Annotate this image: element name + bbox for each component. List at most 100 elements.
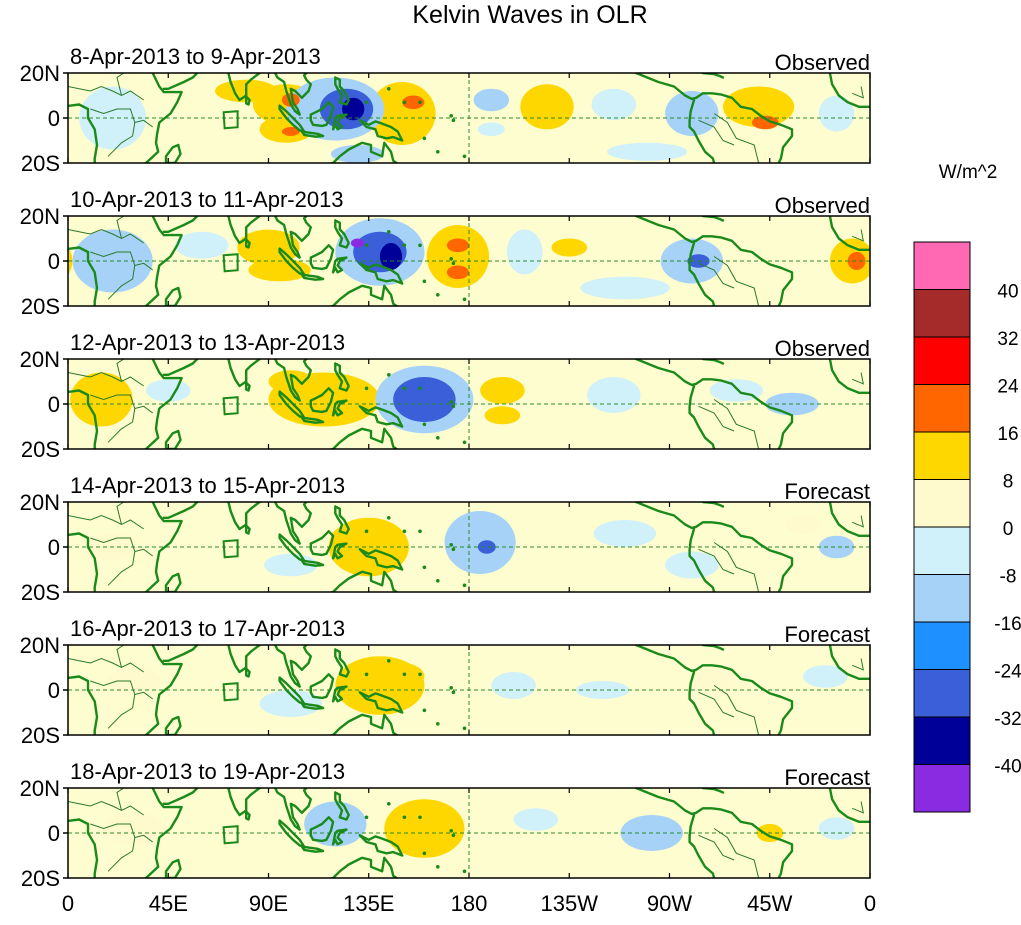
coastlines: [68, 788, 870, 878]
coastline: [309, 530, 335, 557]
olr-anomaly-cell: [803, 665, 848, 688]
country-border: [116, 73, 124, 96]
coastline: [688, 241, 716, 306]
country-border: [90, 823, 136, 872]
country-border: [713, 256, 760, 306]
coastline: [300, 702, 325, 710]
country-border: [698, 834, 735, 861]
olr-anomaly-cell: [444, 511, 516, 574]
island: [462, 869, 467, 874]
colorbar-label: 40: [997, 282, 1018, 303]
island: [364, 100, 369, 105]
olr-anomaly-cell: [593, 520, 657, 547]
country-border: [134, 834, 153, 843]
coastline: [164, 572, 182, 592]
y-tick-label: 20S: [21, 723, 60, 748]
island: [422, 279, 427, 284]
island: [387, 802, 391, 806]
coastline: [162, 73, 199, 90]
island: [364, 672, 369, 677]
coastlines: [68, 216, 870, 306]
x-axis: 0 45E 90E 135E 180 135W 90W 45W 0: [62, 891, 876, 916]
colorbar-swatch: [913, 241, 971, 290]
y-tick-label: 20N: [20, 347, 60, 372]
colorbar-swatch: [913, 526, 971, 575]
coastline: [309, 244, 335, 271]
coastline: [68, 532, 99, 592]
coastline: [334, 791, 350, 821]
coastline: [68, 389, 99, 449]
coastline: [273, 359, 312, 402]
island: [462, 583, 467, 588]
coastline: [334, 219, 350, 249]
colorbar-label: -32: [994, 709, 1021, 730]
panel-date: 16-Apr-2013 to 17-Apr-2013: [70, 616, 345, 641]
coastline: [300, 416, 325, 424]
map-panel-1: 20N 0 20S 8-Apr-2013 to 9-Apr-2013 Observed: [20, 44, 871, 176]
coastline: [68, 246, 99, 306]
coastline: [245, 238, 251, 249]
island: [462, 154, 467, 159]
olr-anomaly-cell: [691, 667, 737, 695]
coastline: [273, 645, 312, 688]
colorbar-swatch: [913, 669, 971, 718]
olr-anomaly-cell: [751, 115, 779, 130]
coastline: [334, 648, 350, 678]
coastline: [327, 713, 399, 735]
country-border: [698, 691, 735, 718]
olr-anomaly-cell: [426, 225, 490, 288]
island: [422, 422, 427, 427]
coastline: [144, 359, 183, 449]
panel-date: 18-Apr-2013 to 19-Apr-2013: [70, 759, 345, 784]
olr-anomaly-cell: [818, 95, 855, 132]
map-panel-2: 20N 0 20S 10-Apr-2013 to 11-Apr-2013 Observe…: [20, 187, 871, 319]
coastline: [334, 505, 350, 535]
coastline: [162, 788, 199, 805]
y-tick-label: 20S: [21, 437, 60, 462]
coastline: [688, 98, 716, 163]
coastline: [164, 286, 182, 306]
coastline: [245, 810, 251, 821]
island: [449, 686, 454, 690]
panel-status-label: Forecast: [784, 765, 870, 790]
island: [462, 440, 467, 445]
coastline: [226, 502, 262, 531]
olr-anomaly-cell: [818, 535, 855, 559]
country-border: [116, 216, 124, 239]
island: [449, 114, 454, 118]
coastline: [144, 645, 183, 735]
colorbar-label: -24: [994, 662, 1021, 683]
colorbar-swatch: [913, 716, 971, 765]
colorbar-swatch: [913, 384, 971, 433]
country-border: [68, 371, 144, 387]
island: [436, 150, 440, 154]
coastline: [245, 381, 251, 392]
country-border: [698, 119, 735, 146]
island-box: [222, 539, 239, 559]
coastline: [300, 273, 325, 281]
island: [402, 815, 407, 820]
panel-status-label: Observed: [775, 50, 870, 75]
colorbar-label: 32: [997, 329, 1018, 350]
coastline: [327, 856, 399, 878]
olr-anomaly-cell: [520, 84, 574, 130]
colorbar-units: W/m^2: [939, 162, 998, 183]
coastline: [634, 359, 794, 449]
country-border: [852, 86, 864, 99]
coastline: [300, 559, 325, 567]
olr-anomaly-cell: [580, 276, 670, 300]
coastline: [309, 673, 335, 700]
country-border: [134, 548, 153, 557]
y-tick-label: 20N: [20, 490, 60, 515]
island: [418, 386, 422, 391]
panel-status-label: Observed: [775, 336, 870, 361]
olr-anomaly-cell: [665, 551, 719, 579]
y-tick-label: 0: [48, 821, 60, 846]
colorbar-swatch: [913, 431, 971, 480]
coastline: [164, 858, 182, 878]
y-tick-label: 20N: [20, 633, 60, 658]
coastlines: [68, 73, 870, 163]
coastline: [828, 788, 870, 823]
country-border: [698, 405, 735, 432]
